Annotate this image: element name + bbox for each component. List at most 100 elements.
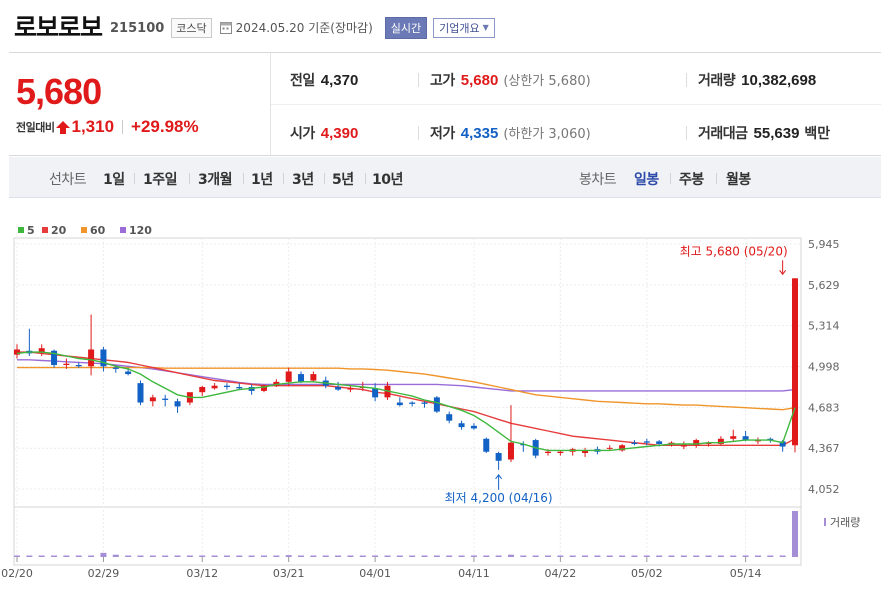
candle-body[interactable] xyxy=(372,388,379,398)
open-value: 4,390 xyxy=(320,125,359,142)
candle-body[interactable] xyxy=(260,385,267,391)
volume-bar xyxy=(174,555,181,557)
candle-body[interactable] xyxy=(495,453,502,461)
tab-candle-daily[interactable]: 일봉 xyxy=(634,172,659,188)
candle-body[interactable] xyxy=(582,450,589,454)
legend-swatch xyxy=(81,227,87,233)
candle-body[interactable] xyxy=(446,414,453,421)
x-tick-label: 05/14 xyxy=(730,567,762,580)
trade-value-label: 거래대금 xyxy=(698,126,748,142)
candle-body[interactable] xyxy=(619,445,626,451)
volume-bar xyxy=(742,555,749,557)
candle-body[interactable] xyxy=(174,401,181,407)
volume-bar xyxy=(38,555,45,557)
candle-body[interactable] xyxy=(507,442,514,460)
candle-body[interactable] xyxy=(421,402,428,404)
candle-body[interactable] xyxy=(557,451,564,454)
company-overview-button[interactable]: 기업개요 ▼ xyxy=(433,17,495,38)
candle-body[interactable] xyxy=(125,371,132,375)
stock-name: 로보로보 xyxy=(14,13,103,42)
tab-period-1d[interactable]: 1일 xyxy=(103,172,125,188)
market-badge: 코스닥 xyxy=(171,17,212,38)
candle-body[interactable] xyxy=(409,402,416,404)
candle-body[interactable] xyxy=(656,441,663,444)
legend-swatch xyxy=(18,227,24,233)
change-percent: +29.98% xyxy=(131,117,199,136)
tab-period-3y[interactable]: 3년 xyxy=(292,172,314,188)
tab-candle-weekly[interactable]: 주봉 xyxy=(679,172,704,188)
candle-body[interactable] xyxy=(470,425,477,429)
x-tick-label: 04/01 xyxy=(359,567,391,580)
tab-period-1y[interactable]: 1년 xyxy=(251,172,273,188)
tab-period-3m[interactable]: 3개월 xyxy=(198,172,233,188)
candle-body[interactable] xyxy=(792,278,798,446)
candle-body[interactable] xyxy=(730,436,737,439)
tab-period-1w[interactable]: 1주일 xyxy=(143,172,178,188)
candle-body[interactable] xyxy=(211,385,218,389)
tab-period-5y[interactable]: 5년 xyxy=(332,172,354,188)
candle-body[interactable] xyxy=(631,442,638,444)
volume-bar xyxy=(162,555,169,557)
candle-body[interactable] xyxy=(112,367,119,369)
candle-body[interactable] xyxy=(162,398,169,400)
current-price: 5,680 xyxy=(16,71,102,112)
candle-body[interactable] xyxy=(693,440,700,446)
candle-body[interactable] xyxy=(545,451,552,454)
prev-close-label: 전일 xyxy=(290,73,315,89)
volume-bar xyxy=(14,555,20,557)
candle-body[interactable] xyxy=(199,387,206,393)
volume-bar xyxy=(260,555,267,557)
candle-body[interactable] xyxy=(63,363,70,366)
x-tick-label: 03/12 xyxy=(186,567,218,580)
daily-candle-chart[interactable]: 5,945 5,629 5,314 4,998 4,683 4,367 4,052 02/20… xyxy=(0,215,881,605)
volume-bar xyxy=(433,555,440,557)
low-stat: 저가 4,335 (하한가 3,060) xyxy=(430,123,591,143)
legend-label: 120 xyxy=(129,224,152,237)
candle-body[interactable] xyxy=(51,350,58,366)
candle-body[interactable] xyxy=(310,374,317,381)
volume-bar xyxy=(458,555,465,557)
candle-body[interactable] xyxy=(717,438,724,444)
stock-header: 로보로보 215100 코스닥 2024.05.20 기준(장마감) 실시간 기… xyxy=(0,0,881,52)
realtime-button[interactable]: 실시간 xyxy=(384,16,428,39)
candle-body[interactable] xyxy=(137,383,144,403)
candle-body[interactable] xyxy=(396,402,403,406)
candle-body[interactable] xyxy=(75,365,82,367)
volume-bar xyxy=(359,555,366,557)
candle-body[interactable] xyxy=(433,397,440,412)
volume-bar xyxy=(693,555,700,557)
volume-bar xyxy=(557,555,564,557)
candle-body[interactable] xyxy=(742,436,749,441)
candle-body[interactable] xyxy=(606,447,613,449)
volume-bar xyxy=(285,555,292,557)
date-text: 2024.05.20 기준(장마감) xyxy=(235,21,373,35)
period-divider xyxy=(716,173,717,184)
candle-body[interactable] xyxy=(14,349,20,355)
candle-body[interactable] xyxy=(335,387,342,390)
tab-candle-monthly[interactable]: 월봉 xyxy=(726,172,751,188)
candle-body[interactable] xyxy=(223,385,230,388)
volume-bar xyxy=(754,555,761,557)
candle-body[interactable] xyxy=(100,349,107,367)
high-annotation-label: 최고 5,680 (05/20) xyxy=(680,244,788,258)
candle-body[interactable] xyxy=(680,445,687,447)
candle-body[interactable] xyxy=(298,374,305,382)
tab-period-10y[interactable]: 10년 xyxy=(372,172,403,188)
volume-bar xyxy=(396,555,403,557)
candle-body[interactable] xyxy=(149,397,156,402)
candle-body[interactable] xyxy=(483,438,490,452)
candle-body[interactable] xyxy=(779,441,786,447)
candle-body[interactable] xyxy=(347,388,354,390)
y-tick-label: 4,998 xyxy=(808,361,840,374)
candle-body[interactable] xyxy=(88,349,95,367)
change-label: 전일대비 xyxy=(16,121,55,134)
candle-body[interactable] xyxy=(285,371,292,382)
high-stat: 고가 5,680 (상한가 5,680) xyxy=(430,70,591,90)
prev-close-value: 4,370 xyxy=(320,72,359,89)
candle-body[interactable] xyxy=(236,387,243,389)
candle-body[interactable] xyxy=(458,423,465,428)
volume-bar xyxy=(298,555,305,557)
candle-body[interactable] xyxy=(643,441,650,443)
candle-body[interactable] xyxy=(38,348,45,353)
x-tick-label: 02/20 xyxy=(1,567,33,580)
